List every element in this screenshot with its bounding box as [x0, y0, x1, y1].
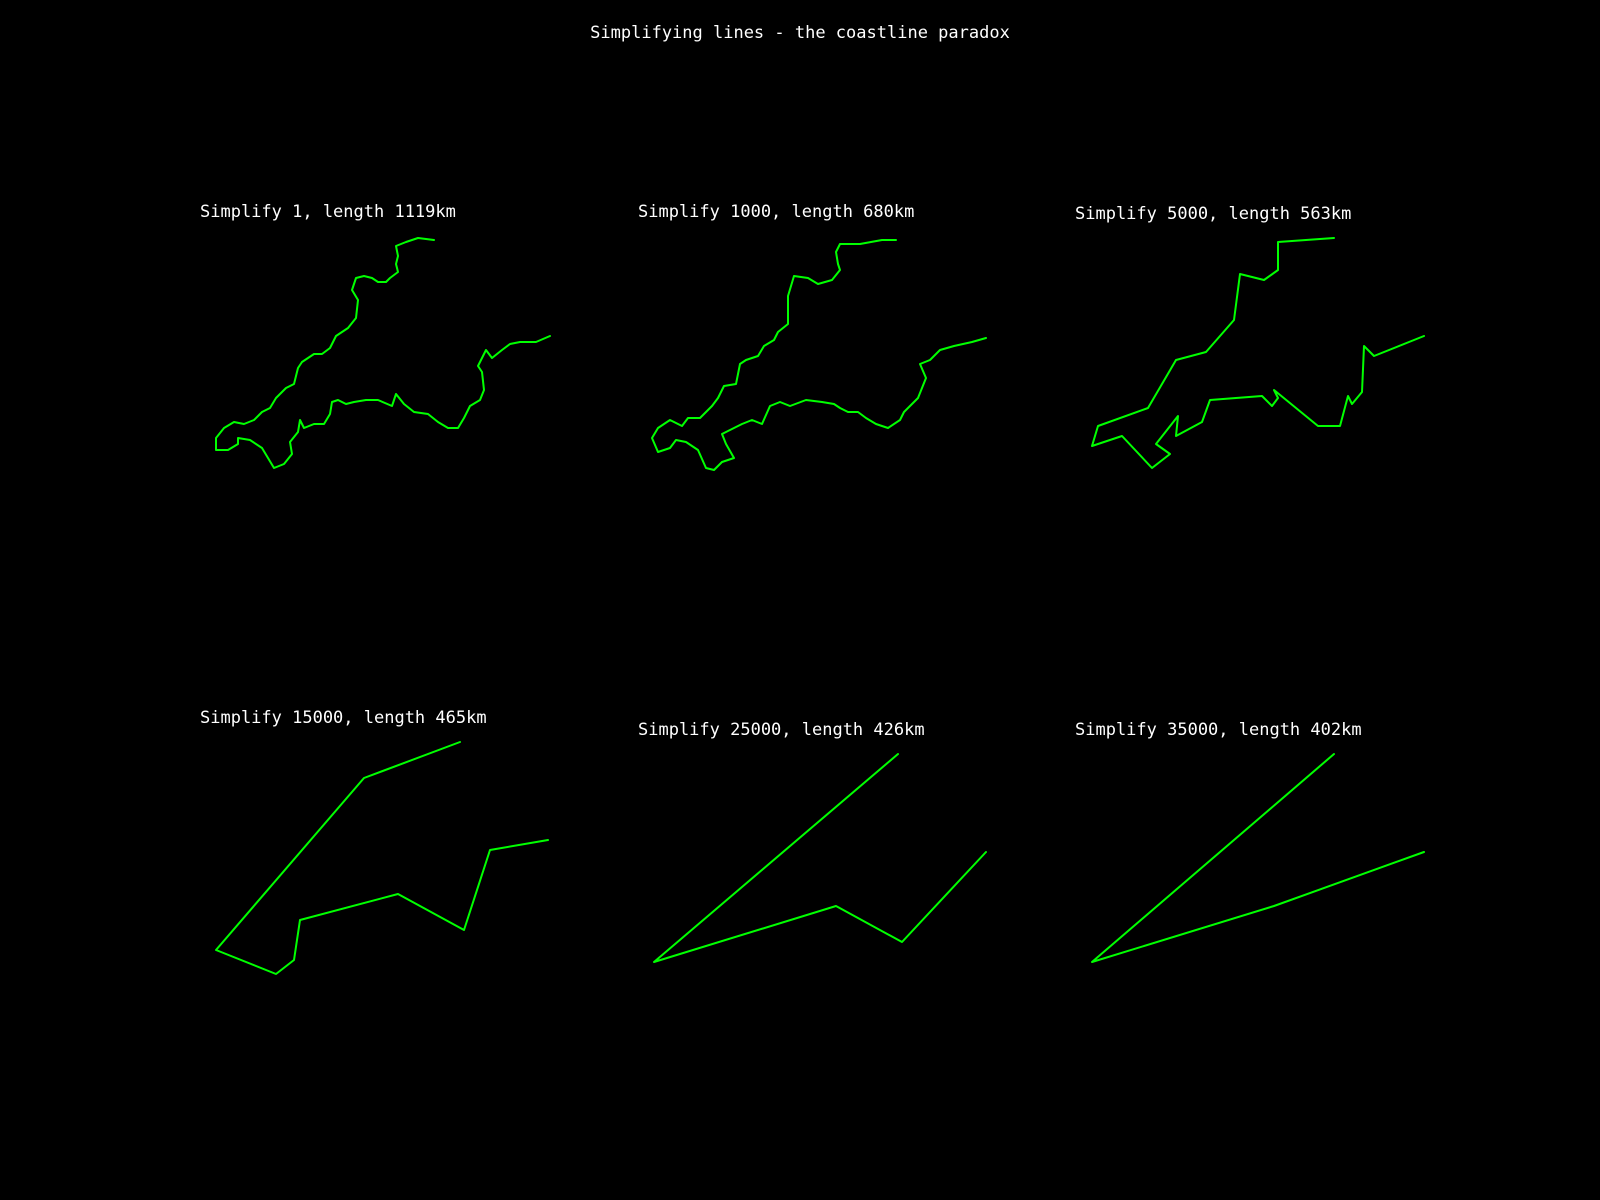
- coastline-series: [1091, 753, 1425, 963]
- subplot-title: Simplify 1, length 1119km: [200, 202, 456, 222]
- subplot-title: Simplify 25000, length 426km: [638, 720, 925, 740]
- coastline-series: [215, 237, 551, 469]
- figure-title: Simplifying lines - the coastline parado…: [590, 23, 1010, 43]
- coastline-series: [215, 741, 549, 975]
- coastline-series: [653, 753, 987, 963]
- subplot-title: Simplify 1000, length 680km: [638, 202, 914, 222]
- subplot-title: Simplify 15000, length 465km: [200, 708, 487, 728]
- subplot-simplify-25000: Simplify 25000, length 426km: [638, 720, 987, 963]
- subplot-simplify-1: Simplify 1, length 1119km: [200, 202, 551, 469]
- coastline-series: [1091, 237, 1425, 469]
- subplot-simplify-1000: Simplify 1000, length 680km: [638, 202, 987, 471]
- subplot-title: Simplify 5000, length 563km: [1075, 204, 1351, 224]
- subplot-simplify-35000: Simplify 35000, length 402km: [1075, 720, 1425, 963]
- coastline-series: [651, 239, 987, 471]
- subplot-title: Simplify 35000, length 402km: [1075, 720, 1362, 740]
- subplot-simplify-15000: Simplify 15000, length 465km: [200, 708, 549, 975]
- subplot-simplify-5000: Simplify 5000, length 563km: [1075, 204, 1425, 469]
